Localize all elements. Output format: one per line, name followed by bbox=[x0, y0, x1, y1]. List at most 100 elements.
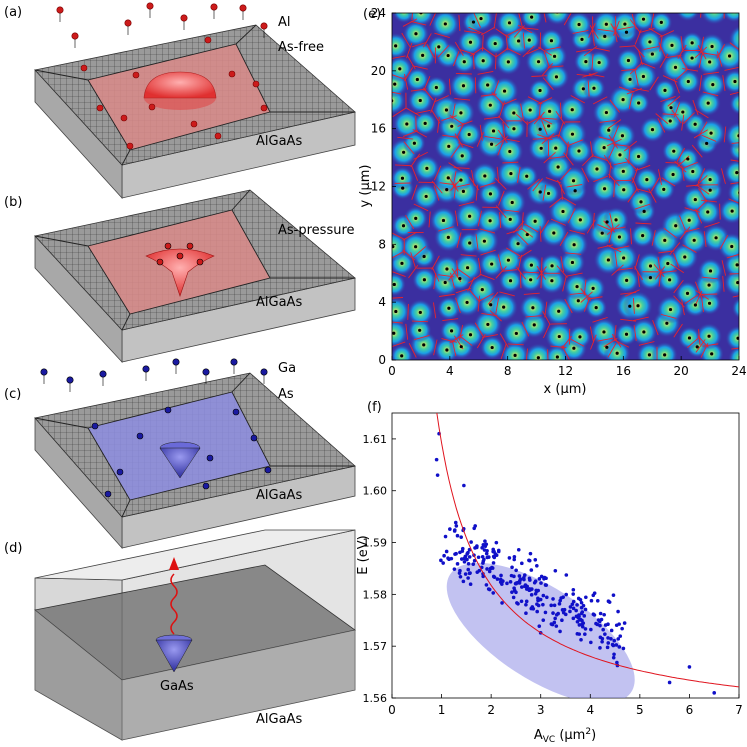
voronoi-edge bbox=[662, 75, 678, 83]
voronoi-edge bbox=[531, 75, 548, 77]
qd-point bbox=[709, 131, 713, 135]
y-tick-label: 12 bbox=[371, 180, 386, 194]
voronoi-edge bbox=[594, 47, 610, 52]
voronoi-edge bbox=[583, 279, 587, 296]
voronoi-edge bbox=[423, 75, 431, 92]
dot-glow bbox=[722, 69, 739, 94]
data-point bbox=[556, 611, 560, 616]
voronoi-edge bbox=[625, 157, 637, 170]
qd-point bbox=[600, 231, 604, 235]
dot-glow bbox=[543, 13, 571, 26]
qd-point bbox=[687, 336, 692, 340]
y-tick-label: 1.58 bbox=[363, 588, 388, 601]
x-tick-label: 0 bbox=[388, 364, 396, 378]
voronoi-edge bbox=[633, 316, 649, 322]
voronoi-edge bbox=[452, 51, 460, 67]
data-point bbox=[580, 618, 584, 623]
voronoi-edge bbox=[640, 61, 656, 69]
voronoi-edge bbox=[413, 335, 430, 341]
data-point bbox=[444, 549, 449, 554]
voronoi-edge bbox=[480, 249, 496, 256]
qd-point bbox=[400, 354, 404, 358]
voronoi-edge bbox=[634, 266, 644, 281]
qd-point bbox=[605, 220, 609, 224]
qd-point bbox=[450, 124, 454, 128]
data-point bbox=[481, 574, 485, 579]
data-point bbox=[455, 533, 460, 538]
voronoi-edge bbox=[700, 13, 702, 18]
data-point bbox=[492, 575, 497, 579]
data-point bbox=[571, 592, 576, 596]
schematic-panels: (a) Al As-free AlGaAs (b) bbox=[4, 2, 356, 741]
voronoi-edge bbox=[448, 267, 459, 281]
voronoi-edge bbox=[456, 123, 465, 138]
data-point bbox=[524, 611, 528, 616]
data-point bbox=[467, 555, 472, 559]
voronoi-edge bbox=[403, 73, 409, 90]
voronoi-edge bbox=[684, 294, 699, 305]
qd-point bbox=[486, 83, 490, 87]
voronoi-edge bbox=[476, 334, 486, 349]
voronoi-edge bbox=[450, 178, 462, 191]
qd-point bbox=[506, 60, 510, 64]
voronoi-edge bbox=[403, 141, 415, 155]
voronoi-edge bbox=[702, 343, 719, 347]
qd-point bbox=[468, 333, 473, 337]
voronoi-edge bbox=[428, 211, 431, 228]
qd-point bbox=[687, 218, 691, 222]
data-point bbox=[598, 646, 602, 650]
qd-point bbox=[532, 323, 536, 327]
voronoi-edge bbox=[613, 245, 630, 250]
qd-point bbox=[737, 134, 739, 138]
data-point bbox=[621, 646, 626, 651]
voronoi-edge bbox=[487, 291, 499, 305]
dot-glow bbox=[725, 325, 739, 351]
qd-point bbox=[468, 214, 472, 218]
x-tick-label: 2 bbox=[487, 703, 495, 717]
qd-point bbox=[512, 127, 516, 131]
data-point bbox=[455, 562, 460, 566]
qd-point bbox=[437, 45, 441, 49]
voronoi-edge bbox=[408, 264, 419, 279]
data-point bbox=[493, 552, 498, 556]
qd-point bbox=[604, 22, 608, 26]
qd-point bbox=[576, 299, 580, 303]
data-point bbox=[452, 567, 457, 571]
data-point bbox=[687, 665, 692, 669]
voronoi-edge bbox=[459, 335, 473, 346]
qd-point bbox=[707, 301, 712, 305]
voronoi-edge bbox=[481, 34, 484, 51]
data-point bbox=[487, 569, 492, 574]
data-point bbox=[462, 560, 467, 564]
voronoi-edge bbox=[614, 339, 630, 348]
voronoi-edge bbox=[655, 113, 669, 125]
voronoi-edge bbox=[627, 189, 638, 203]
data-point bbox=[575, 603, 579, 607]
voronoi-edge bbox=[392, 271, 406, 278]
voronoi-edge bbox=[403, 130, 419, 137]
data-point bbox=[517, 574, 522, 578]
voronoi-edge bbox=[521, 321, 530, 337]
voronoi-edge bbox=[522, 27, 539, 30]
qd-point bbox=[422, 278, 426, 282]
panel-b-substrate: AlGaAs bbox=[256, 295, 302, 310]
qd-point bbox=[615, 351, 619, 355]
qd-point bbox=[513, 353, 517, 357]
voronoi-edge bbox=[609, 99, 620, 113]
qd-point bbox=[665, 321, 669, 325]
voronoi-edge bbox=[497, 254, 503, 270]
panel-c: (c) Ga As AlGaAs bbox=[4, 358, 356, 550]
data-point bbox=[595, 598, 600, 603]
data-point bbox=[529, 568, 534, 572]
voronoi-edge bbox=[564, 298, 573, 314]
voronoi-edge bbox=[591, 54, 594, 71]
ga-as-adatoms bbox=[40, 358, 272, 498]
voronoi-edge bbox=[716, 44, 726, 59]
voronoi-edge bbox=[484, 135, 501, 140]
qd-point bbox=[480, 288, 484, 292]
data-point bbox=[511, 595, 516, 600]
data-point bbox=[601, 627, 605, 632]
voronoi-edge bbox=[660, 313, 677, 319]
voronoi-edge bbox=[412, 129, 427, 138]
voronoi-edge bbox=[729, 42, 739, 51]
